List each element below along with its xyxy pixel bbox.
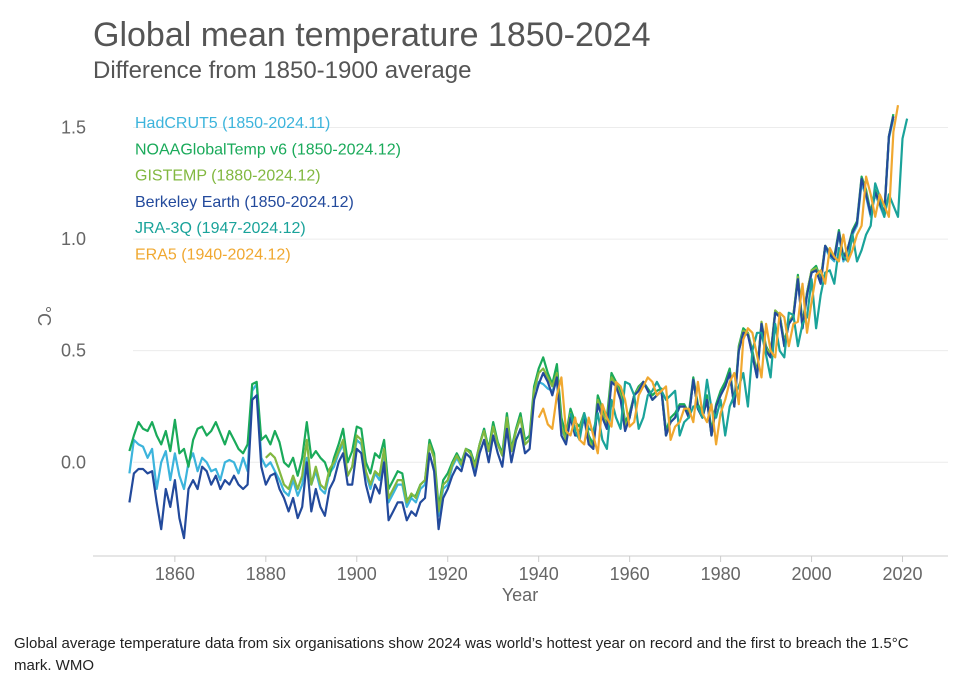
x-axis-ticks: 1860 1880 1900 1920 1940 1960 1980 2000 2020 bbox=[155, 556, 923, 584]
y-axis-label: °C bbox=[34, 306, 54, 326]
legend: HadCRUT5 (1850-2024.11) NOAAGlobalTemp v6… bbox=[135, 115, 401, 264]
y-tick-label: 0.5 bbox=[61, 341, 86, 361]
image-caption: Global average temperature data from six… bbox=[14, 635, 909, 674]
x-tick-label: 1980 bbox=[701, 564, 741, 584]
x-tick-label: 1940 bbox=[519, 564, 559, 584]
x-axis-label: Year bbox=[502, 585, 538, 605]
legend-entry: NOAAGlobalTemp v6 (1850-2024.12) bbox=[135, 141, 401, 158]
legend-entry: Berkeley Earth (1850-2024.12) bbox=[135, 194, 354, 211]
legend-entry: GISTEMP (1880-2024.12) bbox=[135, 168, 321, 185]
x-tick-label: 2000 bbox=[792, 564, 832, 584]
x-tick-label: 2020 bbox=[882, 564, 922, 584]
x-tick-label: 1880 bbox=[246, 564, 286, 584]
legend-entry: JRA-3Q (1947-2024.12) bbox=[135, 220, 306, 237]
x-tick-label: 1900 bbox=[337, 564, 377, 584]
y-axis-ticks: 0.0 0.5 1.0 1.5 bbox=[61, 117, 86, 472]
series-line-4 bbox=[569, 118, 909, 450]
gridlines bbox=[93, 126, 948, 557]
y-tick-label: 1.5 bbox=[61, 117, 86, 137]
series-lines bbox=[128, 105, 909, 540]
x-tick-label: 1960 bbox=[610, 564, 650, 584]
x-tick-label: 1860 bbox=[155, 564, 195, 584]
y-tick-label: 1.0 bbox=[61, 229, 86, 249]
chart-title: Global mean temperature 1850-2024 bbox=[93, 16, 651, 54]
y-tick-label: 0.0 bbox=[61, 452, 86, 472]
temperature-chart: Global mean temperature 1850-2024 Differ… bbox=[34, 16, 948, 605]
legend-entry: ERA5 (1940-2024.12) bbox=[135, 247, 291, 264]
x-tick-label: 1920 bbox=[428, 564, 468, 584]
chart-subtitle: Difference from 1850-1900 average bbox=[93, 57, 471, 84]
series-line-5 bbox=[537, 105, 900, 455]
legend-entry: HadCRUT5 (1850-2024.11) bbox=[135, 115, 330, 132]
